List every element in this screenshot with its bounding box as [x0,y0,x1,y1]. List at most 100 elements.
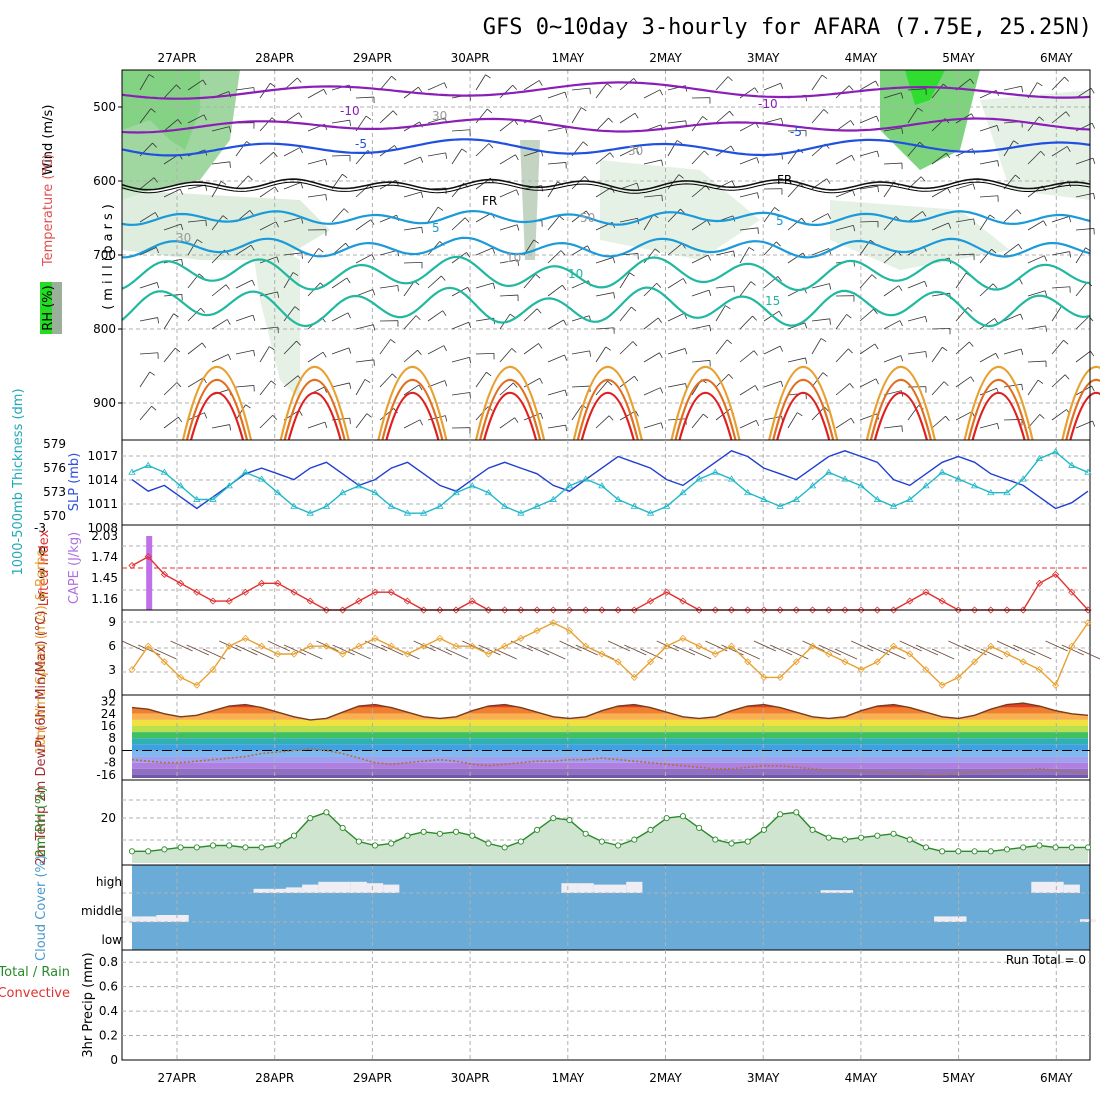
wind-barb-flag [656,282,662,288]
series-point [274,842,281,849]
contour-label: 5 [776,214,784,228]
wind-barb-flag [202,79,207,86]
wind-barb-flag [564,389,568,396]
wind-barb [667,383,686,388]
wind-barb [850,640,874,652]
series-point [873,495,882,502]
series-point [565,627,574,635]
wind-barb-flag [468,357,472,364]
wind-barb [307,194,326,198]
contour-label: -10 [758,97,778,111]
temperature-contour [869,378,932,441]
wind-tick: 9 [108,615,116,629]
wind-barb-flag [445,415,448,422]
cloud-cover-panel: high middle low Cloud Cover (%) [34,855,1097,961]
wind-barb-flag [298,112,303,118]
wind-barb [835,417,852,429]
wind-barb-flag [249,210,254,216]
temperature-contour [287,391,342,441]
wind-tick: 0 [108,687,116,701]
wind-barb [379,75,392,91]
series-point [858,834,865,841]
series-point [970,482,979,489]
wind-barb-flag [486,371,492,377]
wind-barb [211,181,222,198]
x-axis-top: 27APR 28APR 29APR 30APR 1MAY 2MAY 3MAY 4MAY 5MAY… [157,51,1073,65]
wind-barb-flag [371,254,375,261]
temperature-contour [963,366,1034,441]
cape-tick: 1.74 [91,550,118,564]
wind-barb [643,89,661,99]
series-point [241,468,250,475]
wind-barb [955,253,974,256]
x-tick-label: 6MAY [1040,51,1073,65]
series-point [873,658,881,666]
wind-barb [451,148,463,165]
series-point [646,597,655,605]
series-point [971,848,978,855]
wind-barb-flag [372,289,376,296]
wind-barb [429,644,453,656]
series-point [857,666,865,674]
wind-barb-flag [703,150,709,156]
wind-barb [259,186,276,198]
wind-barb-flag [539,115,544,122]
wind-barb-flag [900,92,904,99]
series-point [744,488,752,496]
series-point [533,627,541,635]
wind-barb [547,389,566,396]
wind-barb [619,410,636,421]
wind-barb [811,318,830,322]
wind-barb-flag [634,375,639,382]
wind-barb-flag [418,86,423,93]
cloud-bar [593,884,610,893]
wind-barb-flag [875,378,879,385]
wind-barb-flag [1044,255,1048,262]
series-point [549,619,557,627]
x-tick-label: 3MAY [747,1071,780,1085]
wind-barb [883,648,906,660]
slp-tick: 1008 [87,521,118,535]
wind-barb [475,108,488,124]
wind-barb [883,425,902,429]
wind-barb-flag [535,273,541,279]
series-point [679,488,687,496]
wind-barb [1051,216,1070,223]
temperature-contour [185,378,249,441]
wind-barb [1051,339,1064,355]
wind-barb-flag [392,110,398,116]
wind-barb-flag [1018,243,1023,250]
wind-barb-flag [269,346,275,351]
wind-barb [955,183,974,190]
series-point [1084,468,1092,475]
series-point [225,642,233,650]
thickness-slp-ticks: 579 576 573 570 1017 1014 1011 1008 [43,437,118,535]
temperature-tick: 0 [108,743,116,757]
series-point [469,832,476,839]
series-point [193,495,201,502]
wind-barb [307,351,324,363]
wind-barb [1045,640,1068,652]
wind-barb [811,283,830,289]
wind-barb-flag [729,110,734,117]
wind-barb [607,640,631,652]
wind-barb [739,420,757,429]
wind-barb [547,215,560,231]
wind-barb [1003,243,1019,256]
wind-barb-flag [273,151,278,158]
wind-barb-flag [251,279,256,286]
wind-barb-flag [924,281,928,288]
wind-barb [595,327,614,330]
wind-barb [451,129,470,132]
cloud-bar [383,884,400,893]
wind-barb [955,218,974,223]
contour-label: -5 [355,137,367,151]
wind-barb [499,119,515,132]
wind-barb-flag [157,317,160,324]
series-point [355,642,363,650]
series-point [452,606,460,614]
wind-barb-flag [198,273,204,278]
wind-barb-flag [1090,87,1095,94]
series-point [663,502,671,509]
lifted-index-axis-label: Lifted Index [37,529,52,606]
